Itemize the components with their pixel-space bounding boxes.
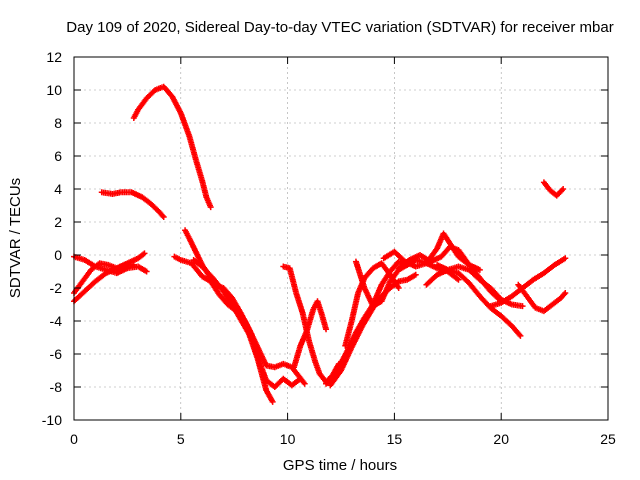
data-point <box>562 289 569 296</box>
y-axis-ticks: -10 -8 -6 -4 -2 0 2 4 6 8 10 12 <box>42 49 608 428</box>
data-point <box>562 255 569 262</box>
data-point <box>561 291 568 298</box>
y-tick-label: 6 <box>54 148 62 164</box>
x-axis-label: GPS time / hours <box>283 457 397 474</box>
data-point <box>519 303 526 310</box>
data-point <box>159 212 166 219</box>
y-tick-label: -6 <box>50 346 63 362</box>
series-track-3 <box>71 260 137 296</box>
series-track-15 <box>380 230 483 273</box>
data-point <box>301 380 308 387</box>
x-tick-label: 10 <box>280 431 296 447</box>
y-tick-label: 4 <box>54 181 62 197</box>
x-tick-label: 20 <box>493 431 509 447</box>
data-point <box>412 271 419 278</box>
data-point <box>517 332 524 339</box>
y-tick-label: 8 <box>54 115 62 131</box>
series-track-12 <box>327 271 419 389</box>
data-point <box>516 331 523 338</box>
data-point <box>141 250 148 257</box>
y-tick-label: 12 <box>46 49 62 65</box>
data-point <box>323 326 330 333</box>
data-point <box>395 285 402 291</box>
series-track-21 <box>540 179 567 199</box>
data-point <box>269 398 276 405</box>
x-tick-label: 5 <box>177 431 185 447</box>
data-point <box>143 268 150 275</box>
chart-title: Day 109 of 2020, Sidereal Day-to-day VTE… <box>66 19 613 36</box>
y-tick-label: 10 <box>46 82 62 98</box>
data-point <box>207 204 214 211</box>
x-tick-label: 0 <box>70 431 78 447</box>
y-tick-label: -10 <box>42 412 62 428</box>
series-track-4 <box>98 189 167 221</box>
y-tick-label: -4 <box>50 313 63 329</box>
data-point <box>455 276 462 283</box>
data-point <box>560 186 567 192</box>
x-tick-label: 15 <box>387 431 403 447</box>
x-tick-label: 25 <box>600 431 616 447</box>
data-point <box>476 266 483 273</box>
data-point <box>130 261 137 268</box>
series-track-20 <box>515 281 569 315</box>
plot-frame <box>73 56 609 421</box>
y-tick-label: -8 <box>50 379 63 395</box>
data-point <box>160 214 167 221</box>
y-tick-label: 0 <box>54 247 62 263</box>
series-track-8 <box>190 256 276 405</box>
data-point <box>297 375 304 382</box>
y-axis-label: SDTVAR / TECUs <box>7 178 24 298</box>
y-tick-label: -2 <box>50 280 63 296</box>
data-points <box>71 83 569 405</box>
x-axis-ticks: 0 5 10 15 20 25 <box>70 57 616 447</box>
y-tick-label: 2 <box>54 214 62 230</box>
series-track-5 <box>130 83 214 211</box>
series-track-17 <box>423 266 524 339</box>
series-track-10 <box>291 298 330 371</box>
